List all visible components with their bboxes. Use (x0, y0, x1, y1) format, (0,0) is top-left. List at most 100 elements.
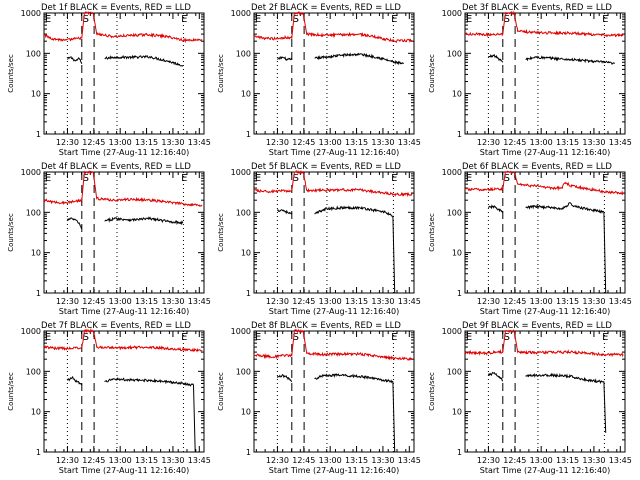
lld-series-line (464, 170, 624, 196)
x-tick-label: 13:45 (609, 297, 632, 306)
x-axis-label: Start Time (27-Aug-11 12:16:40) (480, 148, 611, 157)
y-tick-label: 10 (241, 249, 251, 258)
y-tick-label: 1 (457, 130, 462, 139)
panel-det-9: Det 9f BLACK = Events, RED = LLD 1 10 100 10… (428, 321, 632, 475)
x-tick-label: 12:45 (292, 297, 315, 306)
x-axis-label: Start Time (27-Aug-11 12:16:40) (59, 466, 190, 475)
x-tick-label: 13:45 (188, 456, 211, 465)
lld-series-line (253, 328, 413, 361)
y-tick-label: 1 (36, 448, 41, 457)
events-series-line (104, 377, 196, 453)
marker-e: E (45, 14, 51, 25)
panel-title: Det 1f BLACK = Events, RED = LLD (41, 3, 191, 13)
marker-s: S (504, 173, 510, 184)
y-axis-label: Counts/sec (217, 372, 225, 411)
panel-det-7: Det 7f BLACK = Events, RED = LLD 1 10 100 10… (7, 321, 211, 475)
x-tick-label: 12:30 (266, 138, 289, 147)
panel-det-2: Det 2f BLACK = Events, RED = LLD 1 10 100 10… (217, 3, 421, 157)
marker-s: S (504, 14, 510, 25)
events-series-line (66, 375, 83, 386)
x-tick-label: 13:15 (556, 138, 579, 147)
marker-s: S (83, 173, 89, 184)
x-tick-label: 13:30 (582, 456, 605, 465)
y-tick-label: 100 (236, 208, 251, 217)
x-tick-label: 13:30 (161, 297, 184, 306)
y-tick-label: 1 (246, 130, 251, 139)
panel-det-1: Det 1f BLACK = Events, RED = LLD 1 10 100 10… (7, 3, 211, 157)
x-tick-label: 12:45 (292, 138, 315, 147)
x-tick-label: 13:45 (609, 138, 632, 147)
plot-frame (464, 330, 626, 453)
x-tick-label: 12:30 (56, 456, 79, 465)
x-tick-label: 12:45 (503, 456, 526, 465)
x-tick-label: 13:15 (556, 297, 579, 306)
events-series-line (314, 373, 396, 453)
x-axis-label: Start Time (27-Aug-11 12:16:40) (480, 466, 611, 475)
x-tick-label: 12:45 (82, 297, 105, 306)
events-series-line (276, 208, 293, 215)
plot-frame (253, 171, 415, 294)
y-tick-label: 1000 (231, 327, 251, 336)
events-series-line (487, 371, 504, 382)
lld-series-line (464, 329, 624, 358)
x-tick-label: 13:15 (135, 456, 158, 465)
y-tick-label: 100 (26, 49, 41, 58)
x-axis-label: Start Time (27-Aug-11 12:16:40) (59, 307, 190, 316)
marker-s: S (504, 332, 510, 343)
y-tick-label: 10 (452, 408, 462, 417)
panel-title: Det 4f BLACK = Events, RED = LLD (41, 162, 191, 172)
panel-det-4: Det 4f BLACK = Events, RED = LLD 1 10 100 10… (7, 162, 211, 316)
y-tick-label: 1 (36, 289, 41, 298)
marker-e: E (391, 332, 397, 343)
marker-s: S (293, 14, 299, 25)
marker-e: E (602, 14, 608, 25)
x-axis-label: Start Time (27-Aug-11 12:16:40) (269, 148, 400, 157)
x-tick-label: 13:45 (609, 456, 632, 465)
panel-det-5: Det 5f BLACK = Events, RED = LLD 1 10 100 10… (217, 162, 421, 316)
plot-frame (464, 12, 626, 135)
marker-e: E (255, 173, 261, 184)
marker-s: S (83, 332, 89, 343)
x-tick-label: 13:30 (161, 138, 184, 147)
x-tick-label: 13:30 (371, 297, 394, 306)
x-tick-label: 12:30 (266, 297, 289, 306)
panel-det-8: Det 8f BLACK = Events, RED = LLD 1 10 100 10… (217, 321, 421, 475)
y-tick-label: 1000 (21, 9, 41, 18)
x-tick-label: 13:30 (371, 138, 394, 147)
x-axis-label: Start Time (27-Aug-11 12:16:40) (269, 466, 400, 475)
x-tick-label: 13:45 (398, 138, 421, 147)
panel-title: Det 9f BLACK = Events, RED = LLD (462, 321, 612, 331)
events-series-line (277, 55, 293, 61)
marker-s: S (293, 332, 299, 343)
x-tick-label: 13:45 (398, 297, 421, 306)
x-tick-label: 13:00 (530, 297, 553, 306)
y-tick-label: 100 (236, 367, 251, 376)
marker-e: E (45, 332, 51, 343)
x-tick-label: 13:30 (161, 456, 184, 465)
lld-series-line (43, 10, 203, 44)
y-tick-label: 100 (447, 49, 462, 58)
x-tick-label: 12:45 (292, 456, 315, 465)
y-tick-label: 1 (36, 130, 41, 139)
x-tick-label: 13:00 (319, 138, 342, 147)
x-tick-label: 13:00 (109, 456, 132, 465)
y-tick-label: 1 (246, 448, 251, 457)
y-axis-label: Counts/sec (428, 54, 436, 93)
events-series-line (104, 54, 184, 67)
events-series-line (314, 52, 404, 66)
x-tick-label: 12:45 (503, 297, 526, 306)
x-tick-label: 12:45 (82, 138, 105, 147)
y-axis-label: Counts/sec (7, 213, 15, 252)
y-axis-label: Counts/sec (428, 213, 436, 252)
y-tick-label: 1000 (442, 327, 462, 336)
marker-e: E (466, 173, 472, 184)
x-axis-label: Start Time (27-Aug-11 12:16:40) (480, 307, 611, 316)
x-tick-label: 12:30 (56, 297, 79, 306)
x-axis-label: Start Time (27-Aug-11 12:16:40) (59, 148, 190, 157)
y-tick-label: 100 (447, 367, 462, 376)
x-tick-label: 13:00 (109, 138, 132, 147)
y-tick-label: 1000 (21, 168, 41, 177)
plot-frame (253, 12, 415, 135)
x-tick-label: 13:15 (345, 456, 368, 465)
marker-e: E (602, 173, 608, 184)
